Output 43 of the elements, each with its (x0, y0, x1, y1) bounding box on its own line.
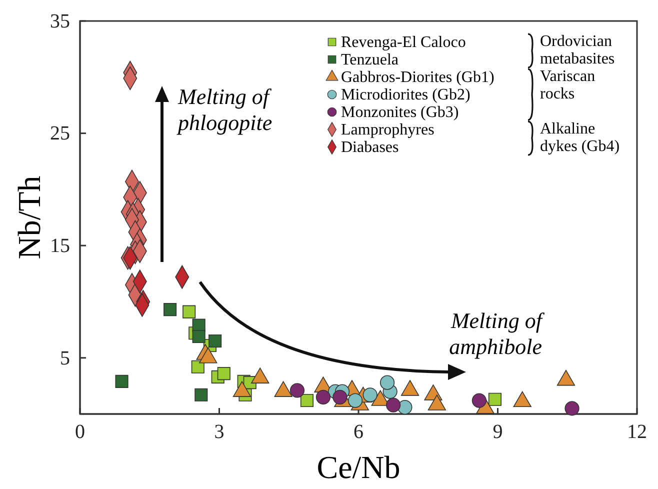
point (115, 374, 128, 388)
legend-label: Microdiorites (Gb2) (341, 86, 470, 104)
y-tick-label: 15 (50, 234, 70, 257)
x-tick-label: 6 (354, 421, 364, 444)
point (348, 393, 363, 408)
legend-label: Monzonites (Gb3) (341, 104, 459, 121)
y-axis-title: Nb/Th (11, 176, 47, 260)
point (300, 394, 314, 408)
legend-label: Tenzuela (341, 52, 399, 68)
annotation: Variscan rocks (540, 68, 596, 102)
point (316, 390, 331, 404)
point (290, 383, 305, 398)
point (332, 390, 348, 404)
x-tick-label: 0 (75, 421, 85, 444)
annotation: Melting of amphibole (449, 308, 545, 359)
legend-label: Diabases (341, 139, 399, 156)
annotation: Ordovician metabasites (540, 33, 615, 68)
point (362, 388, 378, 402)
point (164, 303, 177, 316)
point (564, 401, 580, 416)
point (182, 305, 196, 318)
y-tick-label: 25 (50, 122, 70, 145)
point (472, 393, 486, 408)
point (386, 398, 401, 412)
legend-label: Revenga-El Caloco (341, 34, 466, 51)
point (398, 400, 412, 415)
point (380, 375, 395, 390)
point (191, 360, 204, 374)
annotation: Melting of phlogopite (176, 84, 272, 135)
point (208, 334, 222, 348)
legend-label: Gabbros-Diorites (Gb1) (341, 69, 494, 86)
x-tick-label: 3 (214, 421, 224, 444)
x-axis-title: Ce/Nb (316, 449, 400, 485)
x-tick-label: 12 (627, 421, 647, 444)
point (194, 388, 208, 402)
point (488, 392, 502, 406)
x-tick-label: 9 (492, 421, 503, 444)
point (217, 367, 230, 380)
y-tick-label: 5 (60, 347, 70, 370)
point (192, 330, 206, 344)
legend-label: Lamprophyres (341, 122, 434, 138)
annotation: Alkaline dykes (Gb4) (540, 120, 620, 155)
y-tick-label: 35 (50, 10, 70, 32)
